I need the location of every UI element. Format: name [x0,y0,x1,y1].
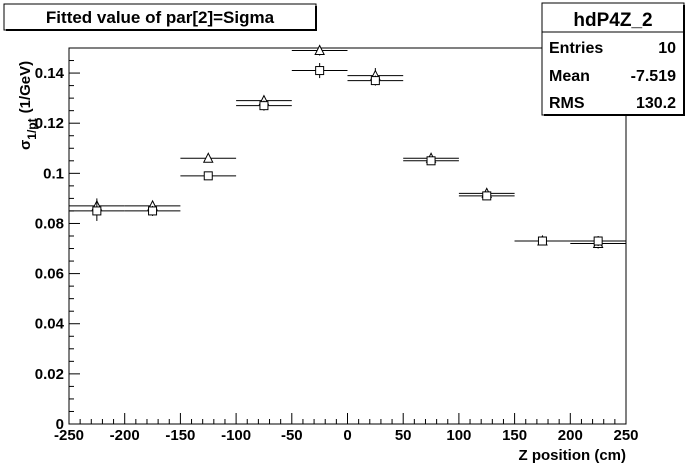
data-point-square [426,156,436,166]
stats-name: hdP4Z_2 [573,10,652,31]
x-tick-label: 150 [502,427,527,444]
series-2 [69,63,626,247]
stats-rms-label: RMS [549,95,585,112]
y-axis-title-sub: 1/pt [25,118,39,139]
stats-mean-value: -7.519 [631,68,676,85]
y-tick-label: 0.12 [35,115,64,132]
data-marks [69,44,626,249]
chart-title: Fitted value of par[2]=Sigma [46,8,275,27]
x-axis-title: Z position (cm) [519,447,627,464]
stats-mean-label: Mean [549,68,590,85]
data-point-square [482,191,492,201]
x-tick-label: 100 [446,427,471,444]
axes: -250 -200 -150 -100 -50 0 50 100 150 200 250 0 0.02 0… [35,60,639,444]
stats-rms-value: 130.2 [636,95,676,112]
x-tick-label: -200 [110,427,140,444]
y-tick-label: 0.04 [35,316,65,333]
svg-text:σ1/pt(1/GeV): σ1/pt (1/GeV) [17,61,39,150]
x-tick-label: -50 [281,427,303,444]
data-point-triangle [202,152,214,163]
data-point-triangle [314,44,325,56]
x-tick-label: 50 [395,427,412,444]
stats-entries-label: Entries [549,40,603,57]
y-tick-label: 0.06 [35,266,64,283]
x-tick-label: 200 [558,427,583,444]
y-tick-label: 0.1 [43,165,64,182]
y-axis-title-unit: (1/GeV) [17,61,34,114]
y-tick-label: 0 [56,416,64,433]
x-tick-label: 250 [613,427,638,444]
y-tick-label: 0.14 [35,65,65,82]
data-point-square [315,66,325,76]
y-axis-title-main: σ [17,140,34,150]
x-tick-label: -100 [221,427,251,444]
data-point-square [370,76,380,86]
stats-entries-value: 10 [658,40,676,57]
data-point-square [203,171,213,181]
x-tick-label: -150 [165,427,195,444]
data-point-square [537,236,547,246]
y-tick-label: 0.08 [35,215,64,232]
stats-box: hdP4Z_2 Entries 10 Mean -7.519 RMS 130.2 [541,2,685,116]
data-point-square [593,236,603,246]
y-tick-label: 0.02 [35,366,64,383]
data-point-square [148,206,158,216]
x-tick-label: 0 [343,427,351,444]
data-point-square [259,101,269,111]
data-point-square [92,206,102,216]
y-axis-title: σ1/pt (1/GeV) [17,61,39,150]
x-tick-label: -250 [54,427,84,444]
